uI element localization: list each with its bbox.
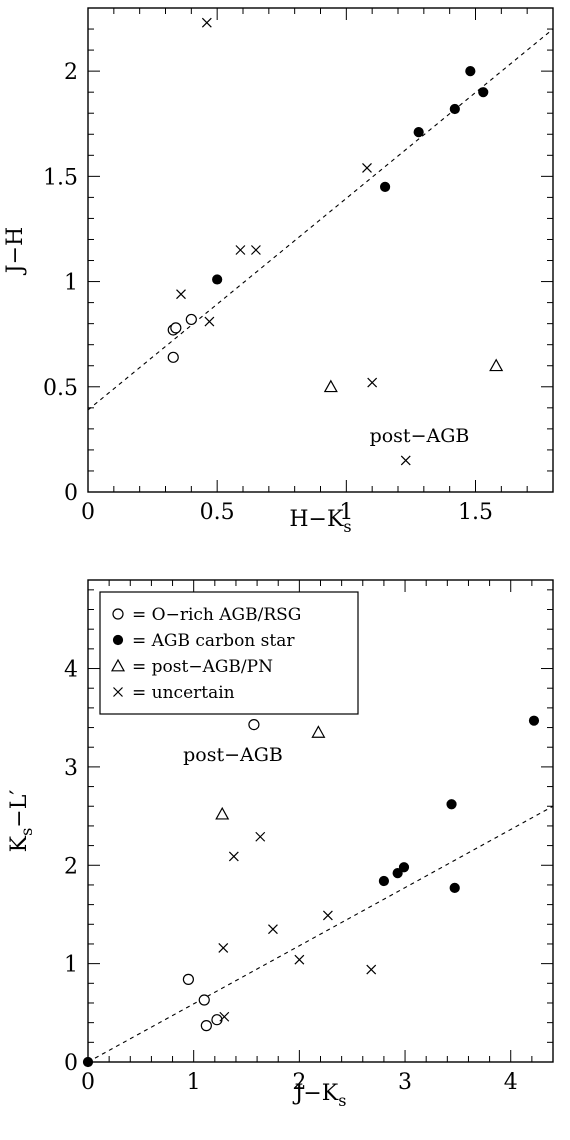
y-axis-label: J−H [3, 227, 28, 275]
data-point-filled-circle [398, 862, 410, 873]
data-point-open-circle [248, 718, 260, 731]
data-point-cross [204, 316, 215, 327]
data-point-cross [294, 954, 305, 965]
data-point-cross [228, 851, 239, 862]
legend-marker-open-circle [112, 608, 124, 620]
x-axis-label: J−Ks [293, 1081, 347, 1110]
x-tick-label: 1 [339, 500, 353, 525]
annotation-label: post−AGB [370, 425, 470, 447]
data-point-cross [176, 289, 186, 300]
x-axis-label-sub: s [338, 1091, 346, 1110]
data-point-open-triangle [215, 806, 230, 820]
y-tick-label: 3 [64, 756, 78, 781]
data-point-open-circle [170, 322, 182, 334]
y-axis-label-main: K [7, 835, 32, 852]
y-axis-label-sub: s [17, 828, 36, 836]
data-point-filled-circle [82, 1056, 94, 1068]
x-tick-label: 1.5 [458, 500, 493, 525]
fit-line [87, 805, 554, 1063]
legend-entry-label: = AGB carbon star [132, 631, 295, 651]
data-point-open-circle [211, 1014, 223, 1026]
x-axis-label-main: J−K [293, 1081, 339, 1106]
data-point-open-circle [198, 994, 210, 1006]
data-point-filled-circle [413, 127, 424, 138]
y-tick-label: 4 [64, 658, 78, 683]
legend-box [99, 591, 359, 715]
data-point-filled-circle [478, 87, 489, 98]
data-point-cross [218, 942, 229, 953]
data-point-cross [366, 964, 377, 975]
data-point-cross [268, 924, 278, 935]
data-point-open-triangle [323, 379, 338, 393]
y-tick-label: 1 [64, 271, 78, 296]
y-tick-label: 1 [64, 953, 78, 978]
x-axis-label-main: H−K [289, 507, 344, 532]
y-axis-label-suffix: −L′ [7, 790, 32, 828]
data-point-filled-circle [392, 868, 403, 879]
data-point-cross [322, 910, 333, 921]
fit-line [87, 28, 554, 411]
x-tick-label: 4 [504, 1070, 518, 1095]
y-tick-label: 2 [64, 60, 78, 85]
data-point-cross [255, 831, 266, 842]
data-point-filled-circle [465, 66, 476, 77]
legend-entry-label: = uncertain [132, 683, 235, 703]
data-point-open-triangle [489, 358, 504, 372]
data-point-filled-circle [379, 181, 391, 192]
data-point-filled-circle [378, 875, 390, 887]
x-tick-label: 3 [398, 1070, 412, 1095]
legend-entry-label: = O−rich AGB/RSG [132, 605, 301, 625]
top-scatter-plot: 0 0.5 1 1.5 0 0.5 1 1.5 2 H−Ks J−H post−AGB [3, 7, 554, 536]
x-axis-label-sub: s [343, 517, 351, 536]
plot-frame [87, 7, 554, 493]
y-axis-label: Ks−L′ [7, 790, 36, 853]
data-point-filled-circle [449, 882, 460, 893]
data-point-cross [367, 377, 378, 388]
legend-marker-open-triangle [110, 658, 126, 672]
y-tick-label: 0 [64, 1051, 78, 1076]
y-tick-label: 2 [64, 854, 78, 879]
data-point-filled-circle [212, 274, 223, 285]
data-point-cross [400, 455, 411, 466]
data-point-cross [250, 245, 261, 255]
data-point-cross [219, 1011, 230, 1022]
data-point-open-triangle [311, 725, 326, 738]
data-point-cross [201, 17, 212, 28]
x-tick-label: 0 [81, 1070, 95, 1095]
data-point-open-circle [182, 973, 194, 985]
x-tick-label: 2 [292, 1070, 306, 1095]
x-tick-label: 1 [187, 1070, 201, 1095]
annotation-label: post−AGB [183, 744, 283, 766]
y-tick-label: 0 [64, 481, 78, 506]
legend: = O−rich AGB/RSG = AGB carbon star = post−… [99, 591, 359, 715]
data-point-filled-circle [528, 715, 540, 726]
x-tick-label: 0.5 [200, 500, 235, 525]
x-tick-label: 0 [81, 500, 95, 525]
data-point-open-circle [200, 1020, 212, 1032]
data-point-cross [235, 245, 246, 255]
data-point-filled-circle [449, 103, 460, 115]
data-point-open-circle [185, 313, 197, 326]
legend-marker-filled-circle [112, 634, 124, 646]
data-point-cross [362, 163, 372, 173]
legend-marker-cross [113, 687, 123, 697]
data-point-open-circle [167, 351, 179, 363]
y-axis-label-main: J−H [3, 227, 28, 275]
x-axis-label: H−Ks [289, 507, 351, 536]
y-tick-label: 1.5 [43, 165, 78, 190]
data-point-filled-circle [446, 799, 457, 810]
y-tick-label: 0.5 [43, 376, 78, 401]
legend-entry-label: = post−AGB/PN [132, 657, 273, 677]
